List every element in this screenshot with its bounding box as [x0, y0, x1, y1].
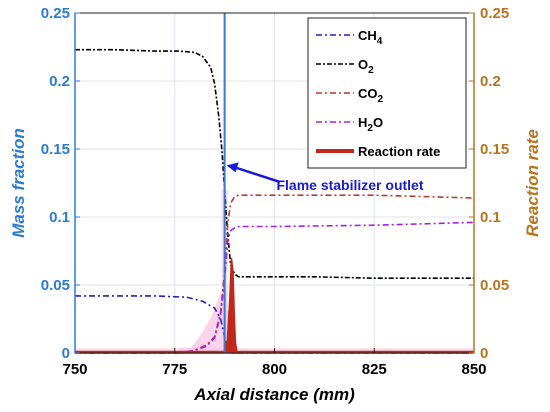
y-left-tick-label-1: 0.05 [41, 277, 70, 294]
x-axis-title: Axial distance (mm) [193, 385, 355, 404]
highlight-band-front [186, 291, 229, 353]
y-left-tick-label-2: 0.1 [49, 209, 70, 226]
y-left-tick-label-0: 0 [62, 345, 70, 362]
y-right-tick-label-1: 0.05 [480, 277, 509, 294]
y-left-tick-label-5: 0.25 [41, 5, 70, 22]
y-left-tick-label-3: 0.15 [41, 141, 70, 158]
annotation-arrow-head [226, 162, 239, 173]
series-h2o [75, 221, 475, 354]
ticks: 750 775 800 825 85000.050.10.150.20.2500.050… [41, 5, 509, 378]
series-o2 [75, 48, 474, 280]
x-tick-label-0: 750 [62, 361, 87, 378]
annotation-layer: Flame stabilizer outlet [226, 162, 424, 193]
x-tick-label-3: 825 [362, 361, 387, 378]
y-right-tick-label-3: 0.15 [480, 141, 509, 158]
legend-label-ch4: CH4 [358, 28, 383, 47]
legend-label-reaction: Reaction rate [358, 144, 440, 159]
y-right-tick-label-0: 0 [480, 345, 488, 362]
y-right-tick-label-5: 0.25 [480, 5, 509, 22]
annotation-text: Flame stabilizer outlet [276, 177, 423, 193]
y-axis-left-title: Mass fraction [9, 128, 28, 238]
y-right-tick-label-2: 0.1 [480, 209, 501, 226]
y-axis-right-title: Reaction rate [523, 129, 542, 237]
y-left-tick-label-4: 0.2 [49, 73, 70, 90]
x-tick-label-1: 775 [162, 361, 187, 378]
legend-label-co2: CO2 [358, 86, 384, 105]
annotation-arrow-line [234, 166, 281, 184]
legend-label-h2o: H2O [358, 115, 383, 134]
x-tick-label-2: 800 [262, 361, 287, 378]
x-tick-label-4: 850 [461, 361, 486, 378]
y-right-tick-label-4: 0.2 [480, 73, 501, 90]
